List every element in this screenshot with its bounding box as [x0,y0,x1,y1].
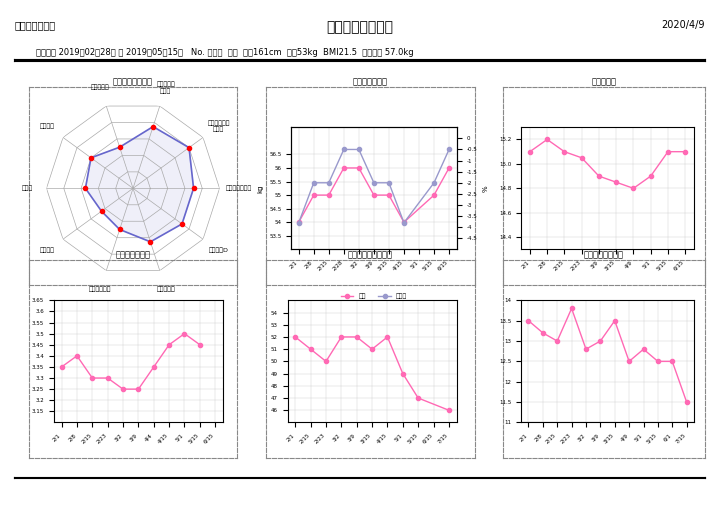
Text: 2020/4/9: 2020/4/9 [661,20,705,31]
Y-axis label: kg: kg [257,184,264,192]
Polygon shape [86,127,193,242]
Text: 血清アルブミン: 血清アルブミン [116,250,150,260]
Text: フレイルバランス: フレイルバランス [326,20,393,35]
Text: 指導日付 2019年02月28日 ～ 2019年05月15日   No. 山本様  男性  身長161cm  体重53kg  BMI21.5  標準体重 57.: 指導日付 2019年02月28日 ～ 2019年05月15日 No. 山本様 男… [36,48,413,58]
Text: 血中コレステロール: 血中コレステロール [348,250,393,260]
Text: 筋肉量推移: 筋肉量推移 [592,77,616,87]
Y-axis label: %: % [482,185,489,192]
Legend: 体重, 筋減衰: 体重, 筋減衰 [338,291,410,301]
Text: フレイルバランス: フレイルバランス [113,77,153,87]
Text: 体重筋少率推移: 体重筋少率推移 [353,77,388,87]
Text: 血中ヘモグロビン: 血中ヘモグロビン [584,250,624,260]
Text: 栄養マイスター: 栄養マイスター [14,20,55,31]
